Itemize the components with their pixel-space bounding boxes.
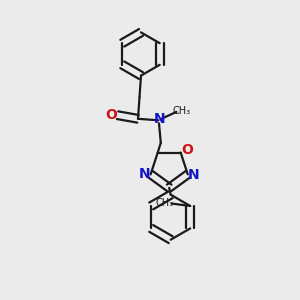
Text: CH₃: CH₃ [156, 198, 174, 208]
Text: N: N [154, 112, 165, 126]
Text: N: N [139, 167, 151, 181]
Text: N: N [188, 168, 200, 182]
Text: CH₃: CH₃ [173, 106, 191, 116]
Text: O: O [181, 143, 193, 157]
Text: O: O [105, 108, 117, 122]
